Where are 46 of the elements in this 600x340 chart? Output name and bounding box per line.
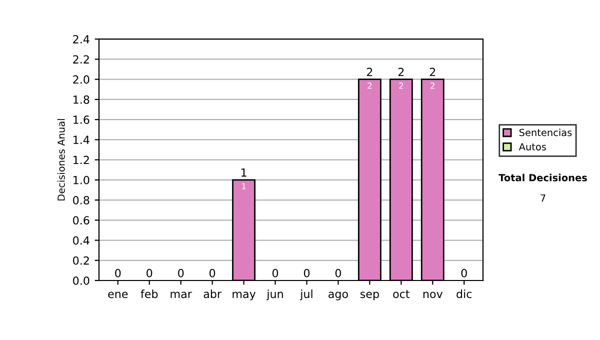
x-tick-label: nov <box>423 292 443 298</box>
text: 7 <box>540 194 546 202</box>
x-tick-label: ene <box>108 292 128 298</box>
total-label: 2 <box>366 68 372 76</box>
data-label: 2 <box>368 82 372 89</box>
data-label: 2 <box>399 82 403 89</box>
y-tick-label: 1.8 <box>74 95 90 104</box>
x-tick-label: mar <box>170 292 192 298</box>
data-label: 1 <box>242 183 246 190</box>
y-tick-label: 0.4 <box>73 236 90 245</box>
text: Total Decisiones <box>498 174 587 182</box>
total-label: 0 <box>210 268 216 278</box>
y-tick-label: 0.0 <box>73 276 90 285</box>
y-tick-label: 1.2 <box>74 156 89 164</box>
y-tick-label: 1.4 <box>74 136 90 144</box>
x-tick-label: may <box>232 292 256 300</box>
y-tick-label: 2.4 <box>73 35 90 44</box>
total-label: 0 <box>146 268 152 278</box>
total-label: 0 <box>335 268 342 278</box>
data-label: 2 <box>430 82 434 89</box>
x-tick-label: dic <box>456 290 472 298</box>
total-label: 0 <box>115 268 121 278</box>
x-tick-label: sep <box>360 292 379 300</box>
total-label: 1 <box>241 168 246 177</box>
legend-label: Autos <box>518 143 546 150</box>
y-axis-title: Decisiones Anual <box>57 119 65 200</box>
y-tick-label: 0.8 <box>73 196 90 204</box>
legend-label: Sentencias <box>519 128 572 136</box>
total-label: 0 <box>461 268 467 278</box>
total-label: 0 <box>178 268 184 278</box>
total-label: 2 <box>398 68 404 76</box>
y-tick-label: 0.6 <box>73 216 90 225</box>
x-tick-label: jul <box>300 290 312 300</box>
x-tick-label: abr <box>204 290 222 298</box>
y-tick-label: 2.2 <box>73 55 89 64</box>
x-tick-label: jun <box>266 290 283 300</box>
total-label: 2 <box>430 68 436 76</box>
y-tick-label: 2.0 <box>73 75 90 84</box>
total-label: 0 <box>272 268 278 278</box>
y-tick-label: 1.0 <box>74 176 90 184</box>
x-tick-label: oct <box>393 290 410 298</box>
y-tick-label: 0.2 <box>73 256 89 265</box>
total-label: 0 <box>304 268 310 278</box>
x-tick-label: feb <box>140 290 158 298</box>
x-tick-label: ago <box>328 292 348 300</box>
y-tick-label: 1.6 <box>74 116 90 124</box>
